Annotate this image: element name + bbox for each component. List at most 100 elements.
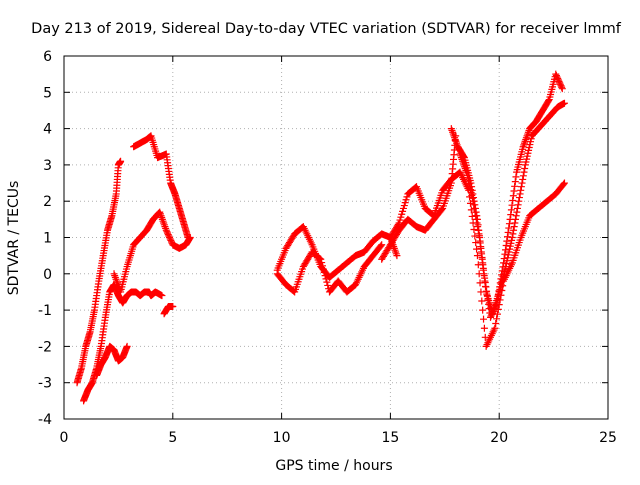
data-point bbox=[514, 201, 522, 209]
data-point bbox=[478, 250, 486, 258]
data-point bbox=[508, 234, 516, 241]
y-tick-label: -2 bbox=[38, 339, 52, 355]
data-point bbox=[378, 241, 386, 249]
data-point bbox=[511, 182, 519, 190]
y-tick-label: 5 bbox=[43, 85, 52, 101]
data-point bbox=[519, 172, 527, 180]
data-point bbox=[502, 241, 510, 249]
data-points bbox=[73, 70, 568, 405]
data-point bbox=[481, 283, 489, 291]
data-point bbox=[503, 233, 511, 241]
data-point bbox=[468, 212, 476, 220]
data-point bbox=[473, 245, 481, 253]
x-tick-label: 10 bbox=[273, 430, 291, 446]
data-point bbox=[319, 265, 327, 273]
data-point bbox=[545, 97, 553, 105]
data-point bbox=[479, 261, 487, 269]
data-point bbox=[520, 168, 528, 176]
data-point bbox=[317, 255, 325, 263]
data-point bbox=[505, 220, 513, 228]
data-point bbox=[476, 234, 484, 241]
data-point bbox=[508, 201, 516, 209]
x-tick-label: 0 bbox=[60, 430, 69, 446]
data-point bbox=[470, 204, 478, 212]
data-point bbox=[471, 208, 479, 216]
data-point bbox=[521, 165, 529, 173]
data-point bbox=[517, 186, 525, 194]
data-point bbox=[515, 194, 523, 202]
y-tick-label: 3 bbox=[43, 158, 52, 174]
data-point bbox=[515, 197, 523, 205]
y-tick-label: -3 bbox=[38, 376, 52, 392]
data-point bbox=[158, 292, 166, 300]
data-point bbox=[507, 206, 515, 214]
data-point bbox=[511, 178, 519, 186]
data-point bbox=[560, 180, 568, 188]
data-point bbox=[323, 278, 331, 286]
data-point bbox=[558, 83, 566, 91]
data-point bbox=[470, 226, 478, 234]
data-point bbox=[169, 302, 177, 310]
data-point bbox=[558, 85, 566, 93]
y-tick-label: 2 bbox=[43, 194, 52, 210]
data-point bbox=[516, 190, 524, 198]
data-point bbox=[501, 250, 509, 258]
data-point bbox=[477, 244, 485, 252]
axis-ticks: 0 5 10 15 20 25 -4 -3 -2 -1 0 1 2 3 4 5 6 bbox=[38, 49, 617, 446]
data-point bbox=[493, 315, 501, 323]
data-point bbox=[480, 324, 488, 332]
data-point bbox=[480, 272, 488, 280]
data-point bbox=[481, 277, 489, 285]
data-point bbox=[377, 242, 385, 250]
data-point bbox=[510, 187, 518, 195]
data-point bbox=[475, 230, 483, 238]
y-tick-label: 0 bbox=[43, 267, 52, 283]
data-point bbox=[505, 224, 513, 232]
x-tick-label: 20 bbox=[490, 430, 508, 446]
data-point bbox=[478, 255, 486, 263]
x-axis-label: GPS time / hours bbox=[275, 458, 392, 474]
data-point bbox=[467, 206, 475, 214]
data-point bbox=[504, 228, 512, 236]
data-point bbox=[480, 266, 488, 274]
data-point bbox=[510, 226, 518, 234]
data-point bbox=[438, 206, 446, 214]
data-point bbox=[393, 252, 401, 260]
data-point bbox=[507, 211, 515, 219]
data-point bbox=[503, 237, 511, 245]
data-point bbox=[512, 173, 520, 181]
data-point bbox=[470, 201, 478, 209]
data-point bbox=[560, 179, 568, 187]
data-point bbox=[474, 223, 482, 231]
data-point bbox=[478, 297, 486, 305]
data-point bbox=[316, 255, 324, 263]
x-tick-label: 15 bbox=[381, 430, 399, 446]
data-point bbox=[184, 234, 192, 241]
data-point bbox=[321, 272, 329, 280]
data-point bbox=[519, 175, 527, 183]
data-point bbox=[472, 212, 480, 220]
data-point bbox=[512, 212, 520, 220]
data-point bbox=[473, 252, 481, 260]
data-point bbox=[472, 215, 480, 223]
x-tick-label: 5 bbox=[168, 430, 177, 446]
y-tick-label: 6 bbox=[43, 49, 52, 65]
chart-title: Day 213 of 2019, Sidereal Day-to-day VTE… bbox=[31, 21, 622, 37]
data-point bbox=[476, 239, 484, 247]
data-point bbox=[492, 320, 500, 328]
data-point bbox=[509, 196, 517, 204]
data-point bbox=[319, 262, 327, 270]
data-point bbox=[509, 192, 517, 200]
data-point bbox=[469, 197, 477, 205]
y-tick-label: -1 bbox=[38, 303, 52, 319]
data-point bbox=[510, 223, 518, 231]
plot-frame bbox=[63, 55, 609, 420]
data-point bbox=[123, 342, 131, 350]
data-point bbox=[318, 259, 326, 267]
y-tick-label: -4 bbox=[38, 412, 52, 428]
data-point bbox=[513, 204, 521, 212]
y-tick-label: 1 bbox=[43, 231, 52, 247]
data-point bbox=[474, 226, 482, 234]
